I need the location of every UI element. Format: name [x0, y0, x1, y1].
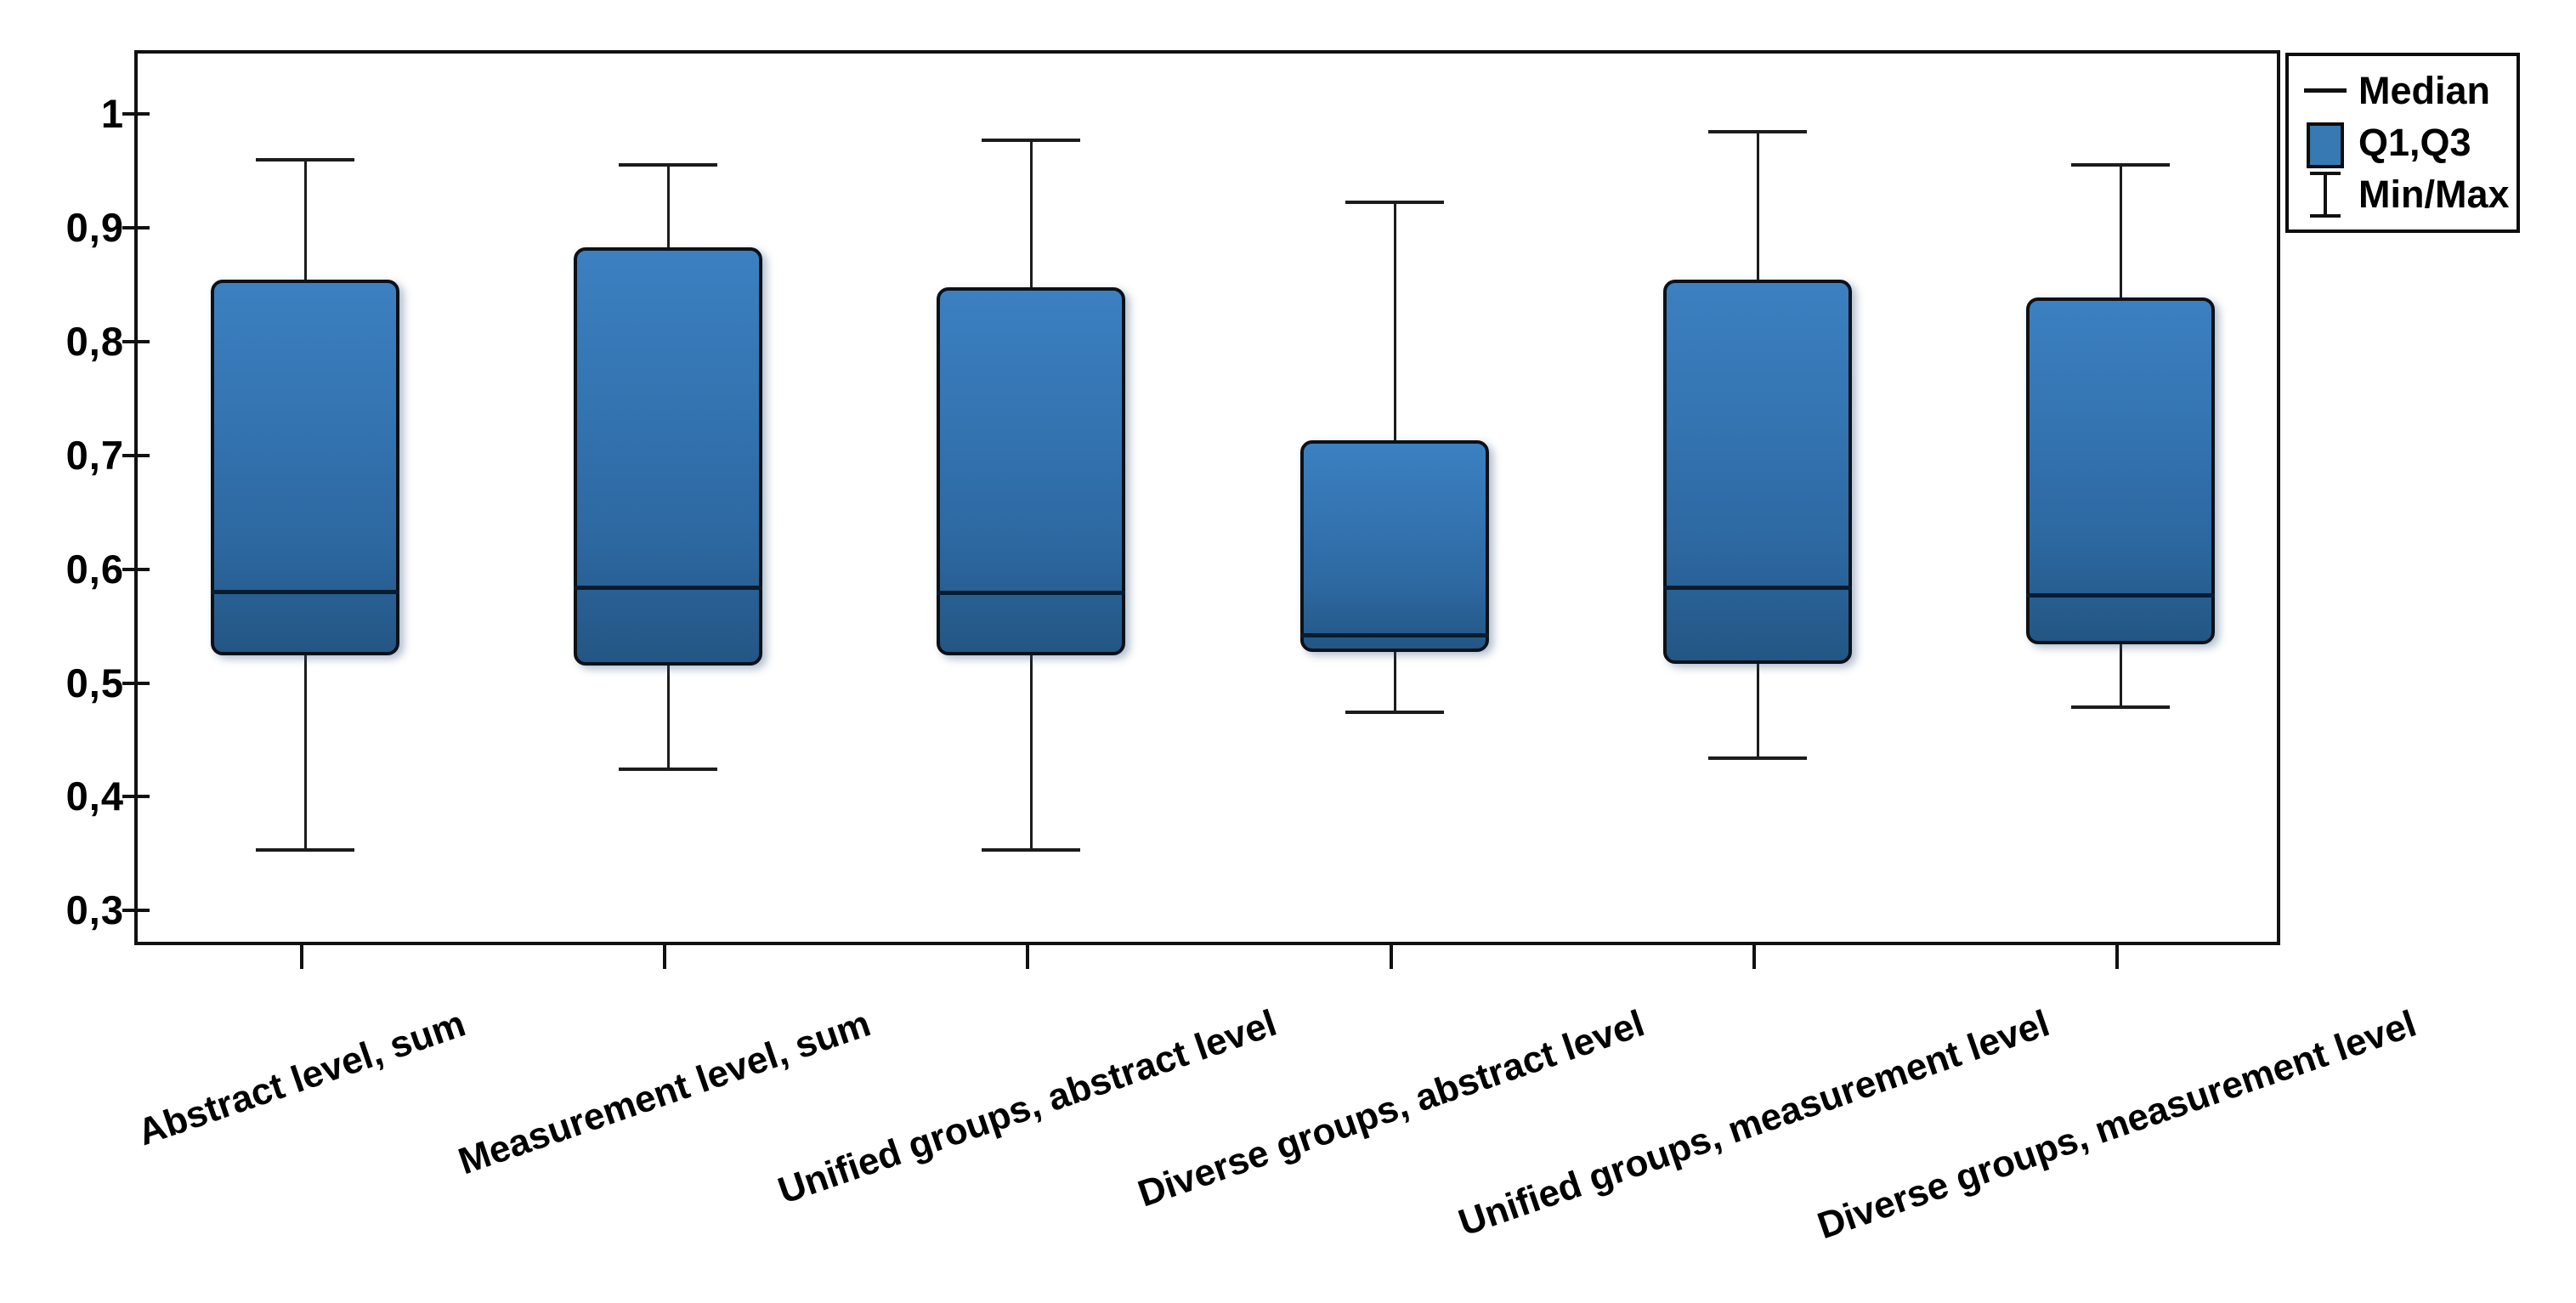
y-axis-tick-label: 0,7 [65, 432, 124, 478]
x-axis-tick-mark [1390, 943, 1393, 969]
y-axis-tick-label: 0,8 [65, 318, 124, 364]
box-q1-q3 [2026, 297, 2215, 644]
whisker-cap-max [256, 157, 354, 161]
y-axis-tick-mark [122, 339, 150, 343]
box-median-line [937, 591, 1125, 596]
quartile-box-icon [2301, 117, 2350, 168]
whisker-cap-max [1345, 201, 1444, 205]
y-axis-tick-mark [122, 681, 150, 685]
y-axis-tick-mark [122, 909, 150, 913]
box-median-line [1300, 632, 1489, 637]
y-axis-tick-label: 0,4 [65, 773, 124, 819]
whisker-cap-min [256, 848, 354, 853]
y-axis-tick-mark [122, 225, 150, 229]
legend-label: Q1,Q3 [2358, 120, 2471, 164]
minmax-whisker-icon [2301, 169, 2350, 220]
y-axis-tick-mark [122, 567, 150, 571]
box-median-line [211, 589, 399, 594]
y-axis-tick-mark [122, 112, 150, 116]
y-axis-tick-label: 0,5 [65, 660, 124, 705]
whisker-cap-min [1345, 711, 1444, 715]
legend-label: Min/Max [2358, 173, 2510, 217]
box-q1-q3 [211, 280, 399, 656]
legend-label: Median [2358, 68, 2491, 112]
x-axis-tick-mark [1752, 943, 1756, 969]
box-median-line [574, 585, 762, 590]
whisker-cap-max [1708, 130, 1807, 134]
box-q1-q3 [574, 246, 762, 666]
whisker-cap-min [2071, 705, 2170, 709]
whisker-cap-min [1708, 756, 1807, 760]
y-axis-tick-label: 1 [100, 91, 124, 136]
y-axis-tick-label: 0,6 [65, 546, 124, 592]
x-axis-label: Diverse groups, measurement level [1812, 1002, 2422, 1247]
whisker-cap-max [982, 138, 1080, 142]
x-axis-tick-mark [663, 943, 666, 969]
y-axis-tick-mark [122, 795, 150, 799]
x-axis-label: Abstract level, sum [133, 1002, 471, 1154]
x-axis-tick-mark [2115, 943, 2119, 969]
whisker-cap-max [2071, 163, 2170, 167]
box-q1-q3 [1663, 280, 1852, 664]
whisker-cap-min [619, 768, 717, 772]
box-q1-q3 [937, 286, 1125, 656]
box-median-line [2026, 592, 2215, 598]
box-q1-q3 [1300, 440, 1489, 653]
y-axis-tick-label: 0,3 [65, 887, 124, 933]
plot-area [134, 50, 2280, 945]
legend-item-q1q3: Q1,Q3 [2301, 117, 2517, 168]
median-line-icon [2301, 88, 2350, 93]
legend-item-median: Median [2301, 65, 2517, 116]
y-axis-tick-mark [122, 453, 150, 457]
legend-item-minmax: Min/Max [2301, 169, 2517, 220]
y-axis-tick-label: 0,9 [65, 204, 124, 250]
x-axis-label: Measurement level, sum [453, 1002, 876, 1183]
whisker-cap-max [619, 163, 717, 167]
x-axis-tick-mark [300, 943, 303, 969]
x-axis-tick-mark [1026, 943, 1029, 969]
legend: Median Q1,Q3 Min/Max [2285, 53, 2520, 233]
box-median-line [1663, 585, 1852, 590]
whisker-cap-min [982, 848, 1080, 853]
